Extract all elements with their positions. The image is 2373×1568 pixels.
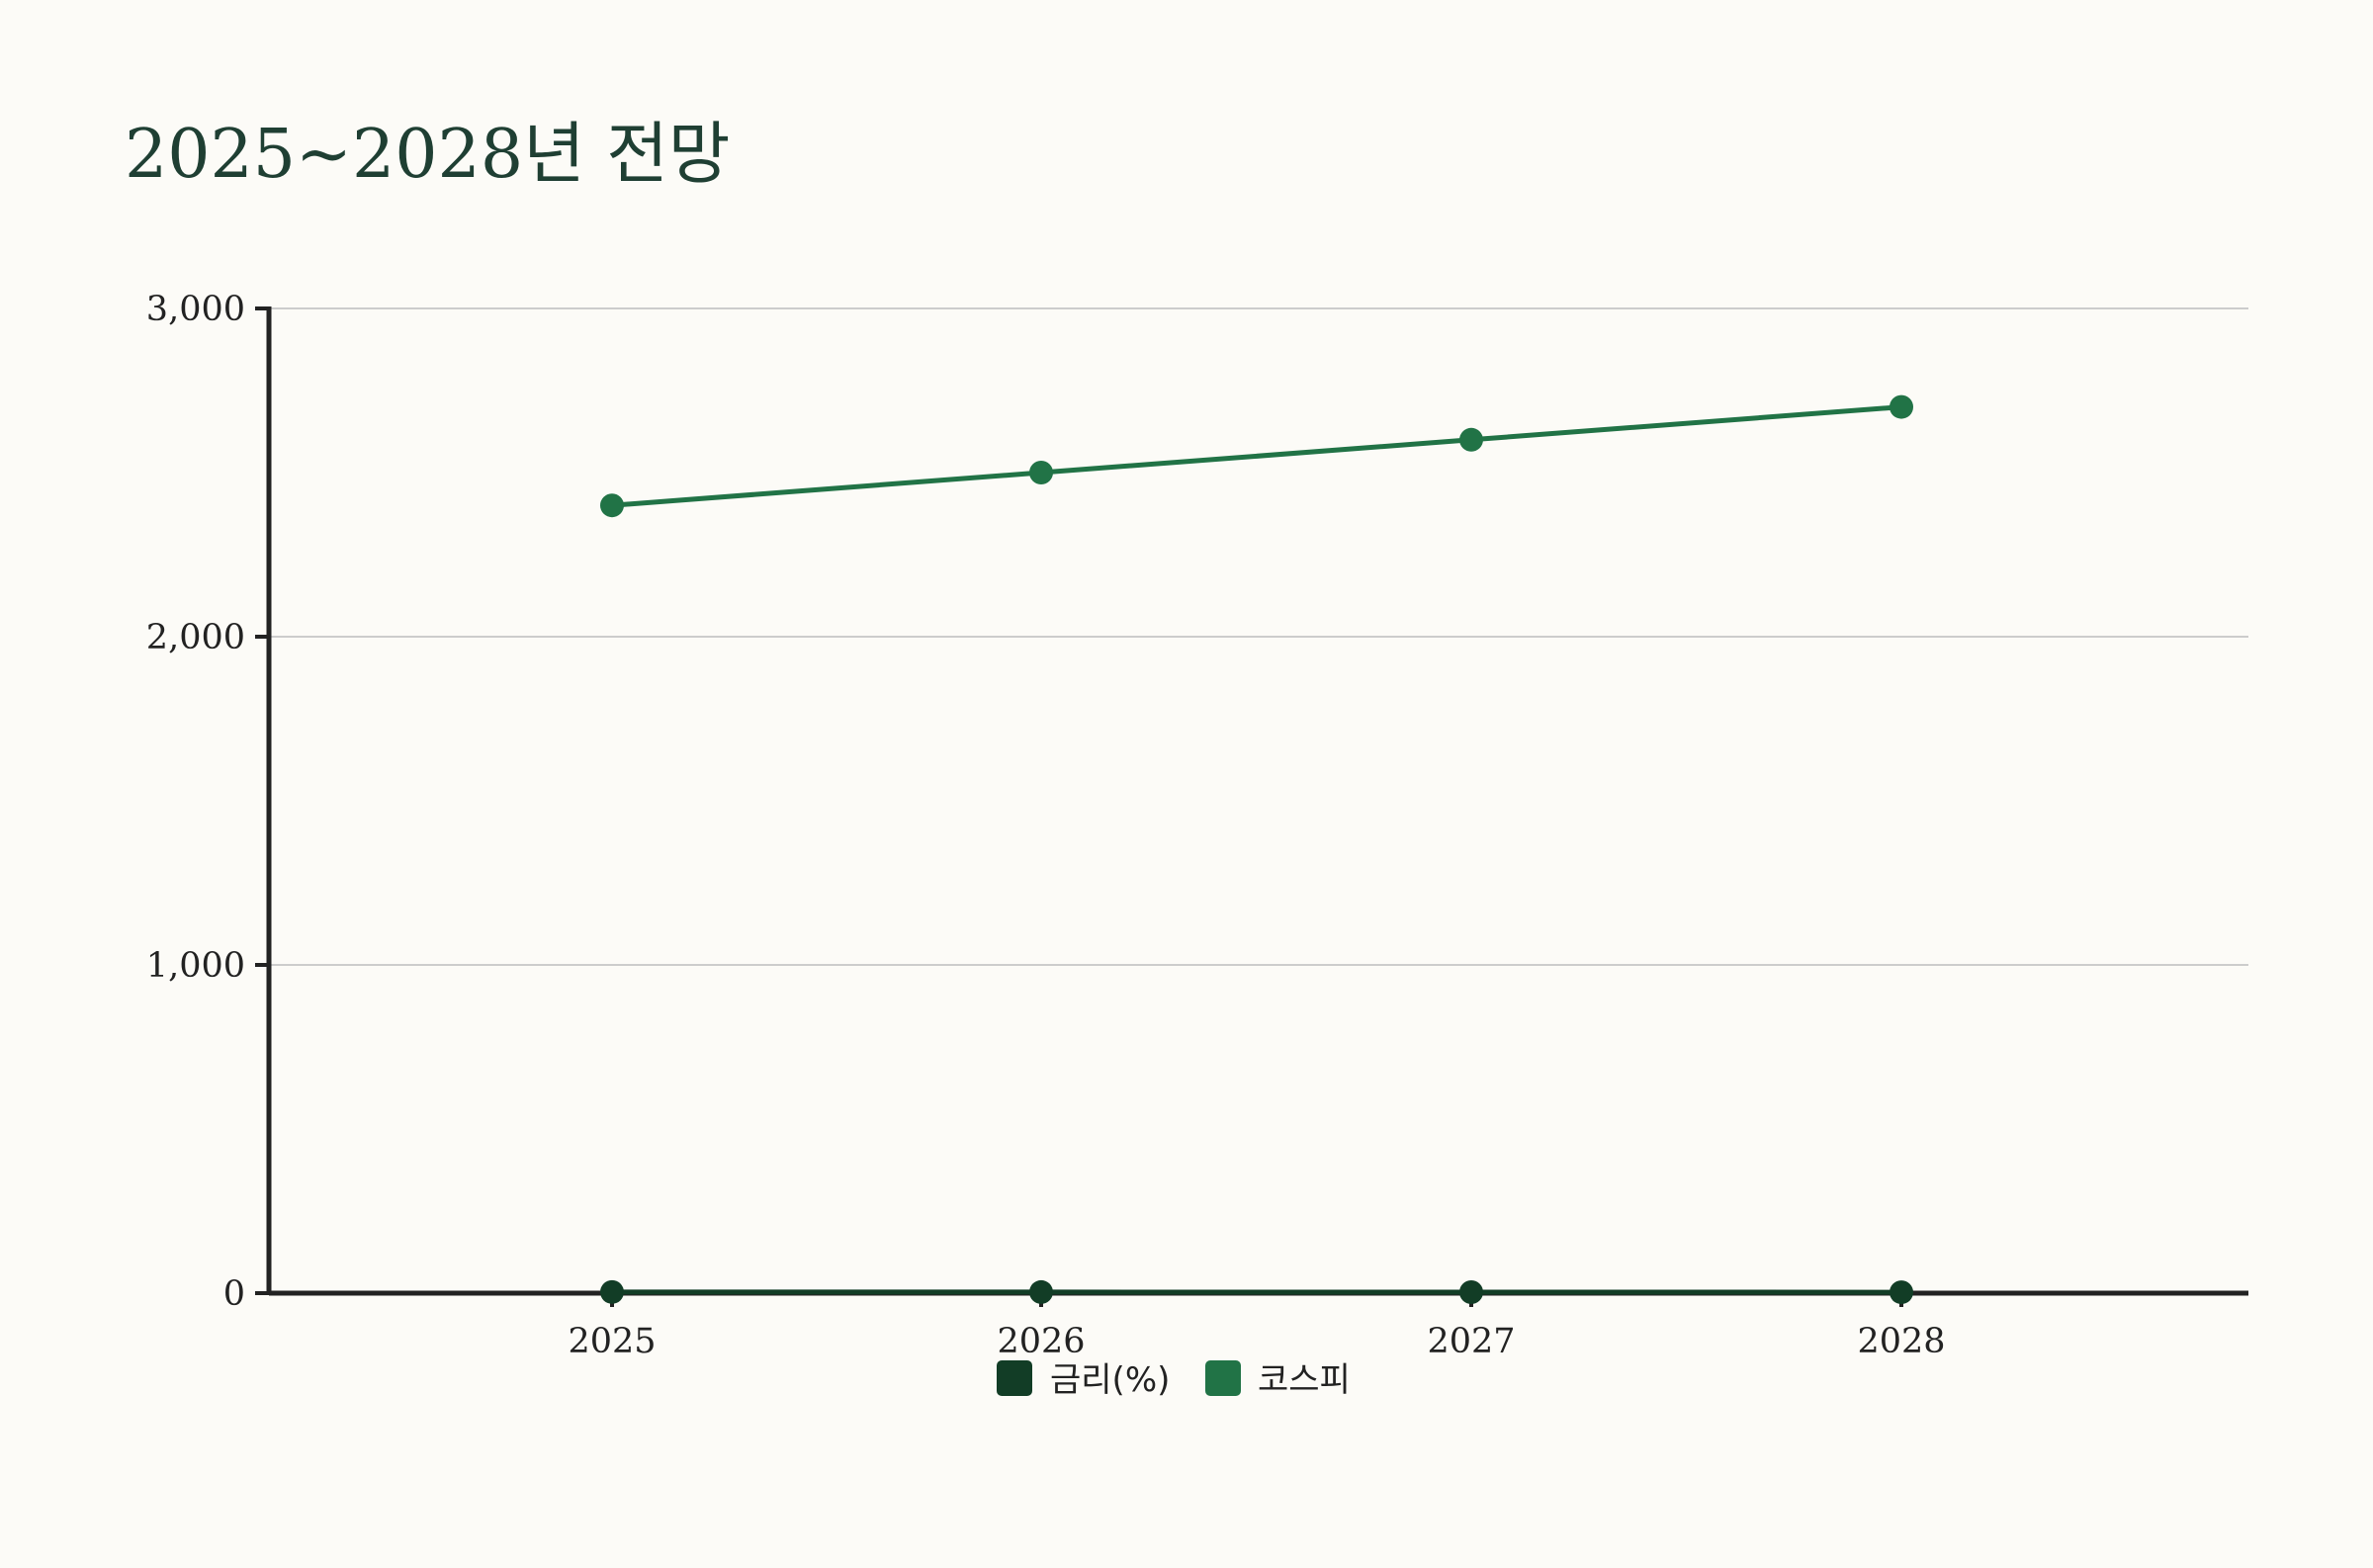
x-tick-label: 2026 — [997, 1322, 1085, 1361]
page-title: 2025~2028년 전망 — [125, 116, 731, 194]
x-tick-label: 2025 — [568, 1322, 656, 1361]
series — [600, 394, 1913, 1305]
data-point — [1029, 461, 1053, 484]
data-point — [1459, 1280, 1483, 1305]
legend: 금리(%) 코스피 — [997, 1360, 1351, 1400]
series-line-1 — [609, 404, 1904, 508]
x-tick-label: 2028 — [1857, 1322, 1945, 1361]
legend-swatch — [1205, 1360, 1241, 1396]
legend-swatch — [997, 1360, 1032, 1396]
data-point — [1890, 1280, 1913, 1305]
tick-labels: 0 1,000 2,000 3,000 2025 2026 2027 2028 — [146, 290, 1946, 1361]
data-point — [1890, 394, 1913, 419]
data-point — [600, 1279, 624, 1304]
x-tick-label: 2027 — [1427, 1322, 1515, 1361]
data-point — [1459, 427, 1483, 452]
y-tick-label: 1,000 — [146, 946, 245, 986]
y-tick-label: 2,000 — [146, 618, 245, 657]
data-point — [600, 493, 624, 518]
data-point — [1029, 1279, 1053, 1304]
legend-label: 코스피 — [1258, 1360, 1351, 1400]
gridlines — [269, 307, 2248, 966]
y-tick-label: 0 — [223, 1274, 245, 1314]
legend-label: 금리(%) — [1050, 1360, 1170, 1400]
y-tick-label: 3,000 — [146, 290, 245, 329]
